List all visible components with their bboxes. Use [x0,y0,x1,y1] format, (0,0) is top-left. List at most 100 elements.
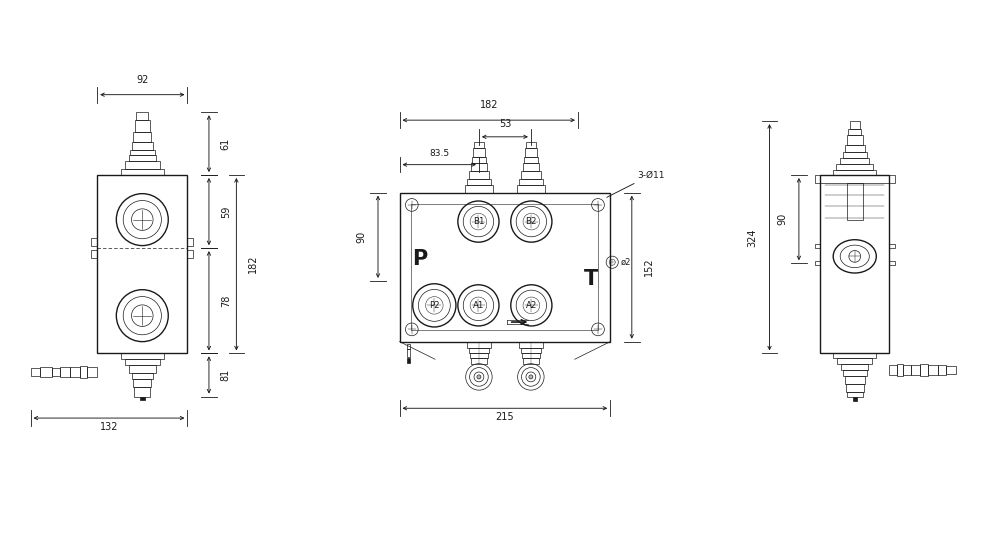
Bar [928,365,938,375]
Text: B1: B1 [473,217,484,226]
Bar [522,354,540,358]
Text: P: P [413,249,428,270]
Text: A2: A2 [526,301,537,310]
Text: 59: 59 [221,205,231,218]
Bar [820,175,889,354]
Text: 92: 92 [136,75,148,85]
Bar [850,121,860,129]
Bar [97,175,187,354]
Bar [121,169,164,175]
Bar [889,244,895,248]
Bar [187,238,193,246]
Bar [469,171,489,179]
Text: 3-Ø11: 3-Ø11 [607,171,665,197]
Bar [521,348,541,354]
Text: 78: 78 [221,295,231,307]
Bar [473,148,485,158]
Bar [815,261,820,265]
Bar [187,250,193,258]
Bar [889,365,897,375]
Text: 53: 53 [499,119,511,129]
Bar [815,244,820,248]
Bar [938,365,946,375]
Bar [125,359,160,365]
Bar [70,367,80,377]
Bar [407,350,410,357]
Bar [523,358,539,364]
Text: 90: 90 [356,231,366,243]
Text: 182: 182 [479,100,498,110]
Text: 90: 90 [777,213,787,225]
Bar [815,175,895,183]
Bar [130,149,155,155]
Bar [129,365,156,373]
Text: A1: A1 [473,301,484,310]
Bar [517,185,545,193]
Bar [469,348,489,354]
Bar [911,365,920,375]
Bar [843,153,867,158]
Bar [121,354,164,359]
Bar [524,158,538,163]
Bar [40,367,52,377]
Bar [840,158,869,164]
Text: 61: 61 [221,138,231,150]
Text: ø2: ø2 [621,257,631,267]
Text: B2: B2 [526,217,537,226]
Bar [526,142,536,148]
Bar [847,135,863,144]
Bar [848,129,861,135]
Bar [519,341,543,348]
Bar [91,250,97,258]
Bar [845,376,865,384]
Bar [133,379,151,386]
Bar [474,142,484,148]
Bar [836,164,873,170]
Bar [843,370,867,376]
Bar [471,358,487,364]
Bar [920,364,928,376]
Bar [833,354,876,358]
Text: P2: P2 [429,301,440,310]
Text: 152: 152 [644,258,654,277]
Text: 215: 215 [496,412,514,422]
Bar [847,183,863,220]
Bar [470,354,488,358]
Bar [134,386,150,396]
Bar [471,163,487,171]
Bar [523,163,539,171]
Bar [132,142,153,149]
Bar [467,341,491,348]
Bar [411,204,598,330]
Bar [125,161,160,169]
Bar [833,170,876,175]
Bar [465,185,493,193]
Bar [407,344,410,350]
Bar [519,179,543,185]
Text: 182: 182 [248,255,258,273]
Bar [132,373,153,379]
Text: T: T [584,269,598,289]
Bar [946,366,956,374]
Bar [140,396,145,400]
Bar [525,148,537,158]
Bar [467,179,491,185]
Bar [129,155,156,161]
Text: 132: 132 [100,422,118,432]
Text: 83.5: 83.5 [429,149,449,158]
Bar [400,193,610,341]
Text: 324: 324 [748,228,758,247]
Bar [133,132,151,142]
Bar [91,238,97,246]
Bar [845,144,865,153]
Bar [135,120,150,132]
Bar [521,171,541,179]
Bar [847,391,863,397]
Bar [841,364,868,370]
Bar [853,397,857,401]
Bar [80,366,87,378]
Bar [407,358,410,363]
Bar [52,368,60,376]
Bar [837,358,872,364]
Bar [31,368,40,376]
